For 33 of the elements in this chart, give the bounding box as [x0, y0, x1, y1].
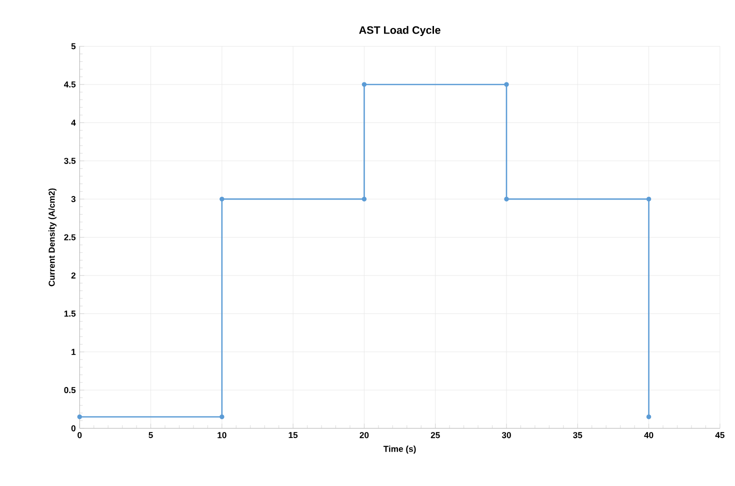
point	[504, 82, 509, 87]
x-tick-label: 45	[715, 432, 724, 438]
y-tick-label: 1	[72, 348, 76, 355]
y-tick-label: 2	[71, 272, 76, 278]
x-tick-label: 25	[430, 432, 440, 438]
point	[77, 414, 82, 419]
x-tick-label: 10	[218, 432, 226, 438]
x-tick-label: 40	[644, 432, 654, 438]
y-tick-label: 3.5	[64, 158, 76, 164]
point	[504, 196, 509, 202]
y-tick-label: 4	[71, 120, 76, 126]
x-axis-title: Time (s)	[383, 445, 416, 454]
x-tick-label: 35	[573, 432, 582, 438]
point	[220, 196, 224, 202]
x-tick-label: 20	[360, 432, 369, 438]
chart-title: AST Load Cycle	[359, 26, 440, 36]
y-tick-label: 1.5	[64, 310, 76, 316]
x-tick-label: 30	[502, 432, 511, 438]
point	[646, 414, 652, 419]
y-tick-label: 3	[71, 196, 76, 202]
x-tick-label: 5	[148, 432, 153, 438]
point	[220, 414, 224, 419]
x-tick-label: 15	[288, 432, 298, 438]
point	[362, 82, 367, 87]
y-tick-label: 0	[71, 425, 76, 432]
y-tick-label: 5	[71, 43, 76, 50]
y-tick-label: 4.5	[64, 81, 76, 88]
point	[362, 196, 367, 202]
x-tick-label: 0	[78, 432, 82, 438]
y-axis-title: Current Density (A/cm2)	[48, 188, 56, 286]
point	[646, 196, 652, 202]
y-tick-label: 2.5	[64, 234, 76, 240]
y-tick-label: 0.5	[64, 386, 76, 393]
